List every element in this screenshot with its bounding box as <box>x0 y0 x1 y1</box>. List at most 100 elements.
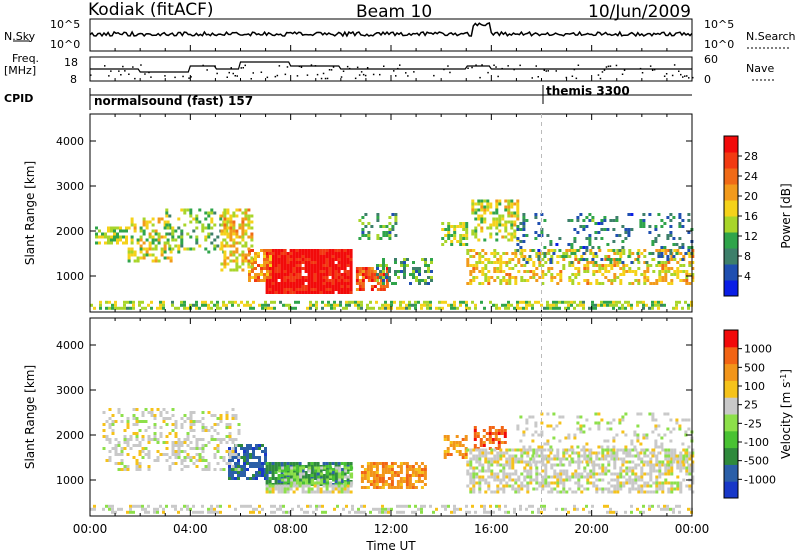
scatter-cell <box>510 303 513 307</box>
scatter-cell <box>126 306 129 310</box>
scatter-cell <box>678 222 682 225</box>
scatter-cell <box>234 447 237 450</box>
scatter-cell <box>682 264 686 267</box>
scatter-cell <box>514 481 518 485</box>
scatter-cell <box>484 481 488 485</box>
scatter-cell <box>326 469 330 473</box>
scatter-cell <box>265 282 269 285</box>
scatter-cell <box>475 264 479 267</box>
scatter-cell <box>381 483 385 486</box>
scatter-cell <box>180 241 184 245</box>
colorbar-segment <box>724 152 738 169</box>
scatter-cell <box>607 249 611 252</box>
scatter-cell <box>412 261 415 264</box>
scatter-cell <box>95 235 98 239</box>
scatter-cell <box>520 451 524 455</box>
scatter-cell <box>528 300 531 304</box>
scatter-cell <box>579 427 583 431</box>
scatter-cell <box>625 451 629 455</box>
scatter-cell <box>367 234 371 237</box>
scatter-cell <box>574 490 578 494</box>
scatter-cell <box>502 487 506 491</box>
nave-dot <box>182 75 184 78</box>
scatter-cell <box>150 300 153 304</box>
scatter-cell <box>304 267 308 270</box>
scatter-cell <box>263 252 266 255</box>
scatter-cell <box>472 279 476 282</box>
scatter-cell <box>466 252 470 255</box>
scatter-cell <box>411 486 415 489</box>
scatter-cell <box>576 445 580 449</box>
scatter-cell <box>643 481 647 485</box>
nave-dot <box>346 65 349 68</box>
scatter-cell <box>458 444 462 447</box>
scatter-cell <box>610 454 614 458</box>
scatter-cell <box>670 273 674 276</box>
scatter-cell <box>651 412 655 416</box>
scatter-cell <box>528 504 531 508</box>
scatter-cell <box>459 234 463 237</box>
scatter-cell <box>604 270 608 273</box>
scatter-cell <box>319 267 323 270</box>
scatter-cell <box>589 469 593 473</box>
scatter-cell <box>268 252 272 255</box>
scatter-cell <box>586 279 590 282</box>
scatter-cell <box>480 220 484 224</box>
scatter-cell <box>301 267 305 270</box>
scatter-cell <box>639 412 643 416</box>
scatter-cell <box>490 475 494 479</box>
nave-dot <box>571 75 574 77</box>
scatter-cell <box>156 450 160 453</box>
scatter-cell <box>210 306 213 310</box>
scatter-cell <box>135 435 139 438</box>
scatter-cell <box>113 232 116 236</box>
scatter-cell <box>655 460 659 464</box>
scatter-cell <box>430 258 433 261</box>
scatter-cell <box>543 448 547 452</box>
scatter-cell <box>577 258 581 261</box>
scatter-cell <box>516 205 520 209</box>
scatter-cell <box>618 261 622 264</box>
scatter-cell <box>532 264 536 267</box>
scatter-cell <box>289 288 293 291</box>
nave-dot <box>228 71 230 74</box>
scatter-cell <box>135 504 138 508</box>
scatter-cell <box>274 468 278 471</box>
scatter-cell <box>222 303 225 307</box>
scatter-cell <box>183 438 187 441</box>
scatter-cell <box>477 208 481 212</box>
scatter-cell <box>547 267 551 270</box>
colorbar-tick-label: 16 <box>744 210 758 223</box>
scatter-cell <box>340 462 344 465</box>
scatter-cell <box>349 258 353 261</box>
scatter-cell <box>496 487 500 491</box>
scatter-cell <box>549 258 553 261</box>
scatter-cell <box>216 244 220 248</box>
scatter-cell <box>648 412 652 416</box>
scatter-cell <box>661 261 665 264</box>
scatter-cell <box>430 279 433 282</box>
nave-dot <box>354 77 357 80</box>
scatter-cell <box>600 300 603 304</box>
scatter-cell <box>691 490 695 494</box>
scatter-cell <box>481 273 485 276</box>
scatter-cell <box>213 507 216 511</box>
scatter-cell <box>594 261 598 264</box>
scatter-cell <box>269 255 272 258</box>
scatter-cell <box>675 454 679 458</box>
scatter-cell <box>130 238 134 242</box>
scatter-cell <box>110 226 113 230</box>
scatter-cell <box>670 490 674 494</box>
nave-dot <box>316 73 319 76</box>
scatter-cell <box>298 282 302 285</box>
scatter-cell <box>373 273 377 276</box>
scatter-cell <box>372 477 376 480</box>
scatter-cell <box>204 217 208 221</box>
scatter-cell <box>226 235 230 239</box>
scatter-cell <box>519 300 522 304</box>
scatter-cell <box>446 435 450 438</box>
scatter-cell <box>382 285 386 288</box>
scatter-cell <box>289 291 293 294</box>
scatter-cell <box>228 465 231 468</box>
nave-dot <box>164 75 166 77</box>
